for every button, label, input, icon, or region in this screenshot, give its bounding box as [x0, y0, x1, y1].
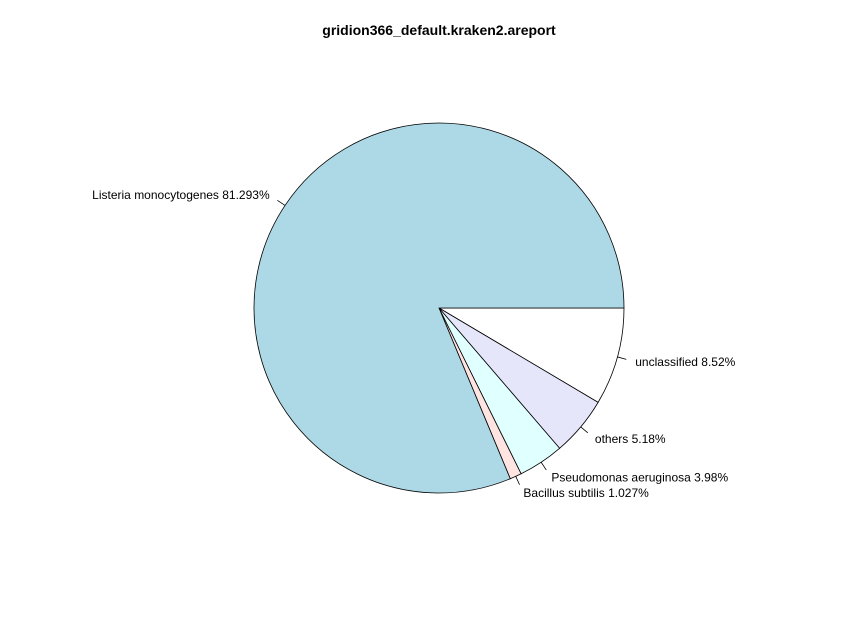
- slice-label: Bacillus subtilis 1.027%: [523, 486, 649, 500]
- label-tick: [277, 199, 286, 206]
- slice-label: unclassified 8.52%: [635, 355, 735, 369]
- pie-slices: [253, 122, 625, 494]
- pie-labels: unclassified 8.52% others 5.18% Pseudomona…: [92, 188, 735, 500]
- slice-label: Pseudomonas aeruginosa 3.98%: [551, 471, 728, 485]
- label-tick: [580, 426, 589, 434]
- chart-title: gridion366_default.kraken2.areport: [322, 22, 556, 38]
- pie-slice-listeria-monocytogenes: [253, 122, 625, 494]
- pie-slice-unclassified: [437, 307, 625, 403]
- label-tick: [540, 462, 547, 471]
- label-tick: [515, 476, 520, 485]
- label-tick: [617, 356, 627, 360]
- slice-label: Listeria monocytogenes 81.293%: [92, 188, 270, 202]
- slice-label: others 5.18%: [595, 432, 666, 446]
